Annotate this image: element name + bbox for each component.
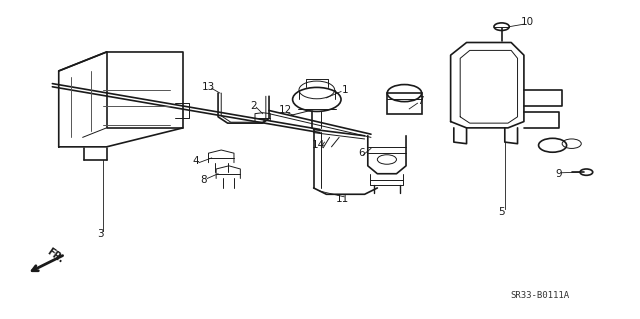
Text: 2: 2 [250,101,257,111]
Text: 4: 4 [193,156,199,166]
Text: 6: 6 [358,148,365,158]
Text: 14: 14 [312,140,324,150]
Text: 7: 7 [417,96,424,106]
Text: 9: 9 [556,169,563,179]
Text: 3: 3 [97,229,104,239]
Text: SR33-B0111A: SR33-B0111A [510,291,570,300]
Text: 8: 8 [201,175,207,185]
Text: 5: 5 [499,207,505,217]
Bar [387,93,422,114]
Text: FR.: FR. [45,247,66,265]
Text: 11: 11 [335,194,349,204]
Text: 13: 13 [202,82,215,92]
Text: 1: 1 [342,85,349,95]
Text: 12: 12 [278,106,292,115]
Text: 10: 10 [520,17,534,27]
